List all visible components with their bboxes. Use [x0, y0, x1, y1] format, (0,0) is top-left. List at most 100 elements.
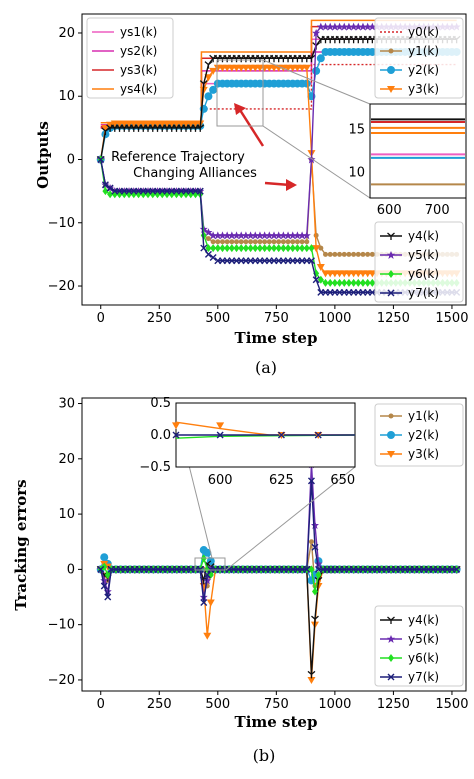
point-y5-k	[321, 22, 330, 31]
panel-b-legend-lower: y4(k) y5(k) y6(k) y7(k)	[374, 605, 464, 687]
point-y6-k	[369, 278, 376, 287]
legend-label-y2-k: y2(k)	[408, 428, 439, 442]
inset-y-tick-label: 10	[348, 165, 365, 180]
point-y5-k	[314, 559, 323, 568]
point-y6-k	[289, 244, 296, 253]
point-y1-k	[238, 239, 244, 245]
point-y1-k	[294, 239, 300, 245]
point-y1-k	[332, 251, 338, 257]
point-y7-k	[104, 593, 112, 601]
point-y7-k	[303, 565, 311, 573]
point-y5-k	[349, 22, 358, 31]
point-y5-k	[302, 231, 311, 240]
point-y4-k	[196, 124, 205, 132]
point-y5-k	[246, 231, 255, 240]
legend-frame	[374, 403, 464, 467]
panel-a-legend-refs: ys1(k) ys2(k) ys3(k) ys4(k)	[86, 17, 174, 99]
legend-label-y5-k: y5(k)	[408, 248, 439, 262]
point-y3-k	[316, 264, 325, 272]
point-y5-k	[241, 231, 250, 240]
arrow-changing-alliances	[264, 181, 291, 187]
point-y6-k	[355, 278, 362, 287]
panel-a-caption: (a)	[255, 358, 277, 377]
point-y1-k	[224, 239, 230, 245]
point-y6-k	[327, 278, 334, 287]
point-y6-k	[341, 278, 348, 287]
point-y1-k	[210, 239, 216, 245]
panel-b-legend-upper: y1(k) y2(k) y3(k)	[374, 403, 464, 467]
series-line-y7-k	[100, 480, 457, 603]
point-y6-k	[275, 244, 282, 253]
point-y1-k	[369, 251, 375, 257]
point-y1-k	[234, 239, 240, 245]
point-y6-k	[336, 278, 343, 287]
legend-label-y0-k: y0(k)	[408, 25, 439, 39]
legend-marker-y4-k	[387, 616, 395, 624]
inset-y-tick-label: 0.0	[150, 428, 171, 443]
point-y5-k	[312, 28, 321, 37]
point-y2-k	[302, 79, 311, 88]
legend-marker-y5-k	[387, 635, 395, 643]
point-y1-k	[327, 251, 333, 257]
point-y1-k	[276, 239, 282, 245]
point-y5-k	[293, 231, 302, 240]
point-y1-k	[365, 251, 371, 257]
point-y7-k	[97, 156, 105, 163]
point-y6-k	[242, 244, 249, 253]
point-y6-k	[214, 244, 221, 253]
point-y2-k	[209, 85, 218, 94]
point-y6-k	[294, 244, 301, 253]
point-y3-k	[203, 632, 212, 640]
point-y1-k	[271, 239, 277, 245]
point-y7-k	[196, 187, 204, 195]
annotation-reference-trajectory: Reference Trajectory	[111, 150, 245, 165]
point-y1-k	[341, 251, 347, 257]
point-y5-k	[209, 231, 218, 240]
point-y6-k	[285, 244, 292, 253]
legend-label-y1-k: y1(k)	[408, 409, 439, 423]
y-tick-label: −10	[48, 618, 75, 633]
point-y4-k	[307, 54, 316, 63]
inset-ticks: 600 700 15 10	[348, 123, 449, 218]
point-y6-k	[219, 244, 226, 253]
point-y7-k	[311, 543, 319, 551]
point-y1-k	[308, 539, 314, 545]
legend-label-ys1-k: ys1(k)	[120, 25, 157, 39]
point-y3-k	[312, 245, 321, 253]
point-y1-k	[299, 239, 305, 245]
inset-point	[314, 431, 322, 439]
point-y5-k	[213, 231, 222, 240]
point-y5-k	[335, 22, 344, 31]
point-y5-k	[227, 231, 236, 240]
point-y5-k	[260, 231, 269, 240]
point-y6-k	[322, 278, 329, 287]
point-y1-k	[252, 239, 258, 245]
x-tick-label: 500	[205, 311, 230, 326]
legend-label-ys4-k: ys4(k)	[120, 82, 157, 96]
point-y6-k	[303, 244, 310, 253]
point-y2-k	[100, 553, 109, 562]
legend-label-y7-k: y7(k)	[408, 286, 439, 300]
x-tick-label: 1000	[318, 697, 351, 712]
inset-y-tick-label: 15	[348, 123, 365, 138]
legend-marker-y4-k	[387, 232, 395, 240]
point-y6-k	[205, 244, 212, 253]
point-y6-k	[224, 244, 231, 253]
arrow-head-alliances	[286, 179, 297, 191]
point-y1-k	[243, 239, 249, 245]
inset-lines	[371, 118, 465, 186]
point-y6-k	[350, 278, 357, 287]
x-tick-label: 1500	[435, 311, 468, 326]
point-y2-k	[312, 66, 321, 75]
inset-y-tick-label: 0.5	[150, 396, 171, 411]
x-tick-label: 0	[97, 697, 105, 712]
point-y6-k	[104, 570, 111, 579]
x-tick-label: 500	[205, 697, 230, 712]
point-y4-k	[101, 127, 110, 136]
y-tick-label: 30	[58, 397, 75, 412]
point-y2-k	[203, 548, 212, 557]
panel-b-inset: 600 625 650 0.5 0.0 −0.5	[139, 396, 356, 488]
point-y6-k	[280, 244, 287, 253]
point-y5-k	[326, 22, 335, 31]
panel-b-zoom-box	[194, 557, 226, 571]
